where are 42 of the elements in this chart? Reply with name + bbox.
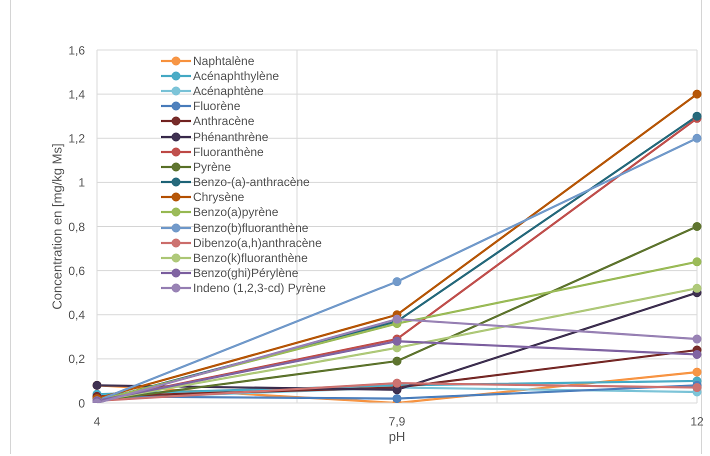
y-tick-label: 1,4 (68, 87, 86, 102)
y-tick-label: 1 (78, 176, 86, 190)
point (692, 222, 702, 231)
legend-label: Anthracène (193, 114, 254, 128)
point (392, 394, 402, 403)
x-axis-title: pH (388, 429, 406, 444)
point (692, 350, 702, 359)
legend-label: Chrysène (193, 190, 244, 204)
y-tick-label: 0,2 (68, 352, 86, 366)
y-tick-label: 1,6 (68, 43, 86, 58)
legend-label: Benzo-(a)-anthracène (193, 175, 310, 190)
point (692, 383, 702, 392)
y-tick-label: 1,2 (68, 132, 86, 146)
legend-label: Dibenzo(a,h)anthracène (193, 236, 322, 250)
point (692, 257, 702, 266)
legend-label: Phénanthrène (193, 130, 268, 144)
y-tick-label: 0 (78, 396, 86, 410)
y-tick-label: 0,4 (68, 308, 86, 322)
point (392, 356, 402, 366)
point (692, 134, 702, 143)
point (692, 334, 702, 344)
point (692, 284, 702, 293)
point (692, 90, 702, 99)
y-axis-title: Concentration en [mg/kg Ms] (50, 143, 65, 310)
legend-label: Benzo(b)fluoranthène (193, 220, 308, 235)
y-tick-label: 0,8 (68, 220, 86, 234)
legend-label: Acénaphtène (193, 84, 264, 98)
legend-label: Fluorène (193, 99, 240, 114)
x-tick-label: 7,9 (388, 414, 406, 429)
x-tick-label: 4 (94, 414, 101, 429)
legend-label: Naphtalène (193, 54, 254, 68)
legend-label: Benzo(k)fluoranthène (193, 251, 308, 266)
legend-label: Acénaphthylène (193, 68, 280, 83)
legend-label: Indeno (1,2,3-cd) Pyrène (193, 281, 326, 296)
point (692, 368, 702, 377)
legend-label: Benzo(a)pyrène (193, 205, 278, 220)
point (392, 277, 402, 286)
legend-label: Benzo(ghi)Pérylène (193, 266, 298, 280)
x-tick-label: 12 (690, 414, 704, 429)
y-tick-label: 0,6 (68, 264, 86, 278)
legend-label: Pyrène (193, 160, 232, 174)
legend-label: Fluoranthène (193, 144, 264, 159)
